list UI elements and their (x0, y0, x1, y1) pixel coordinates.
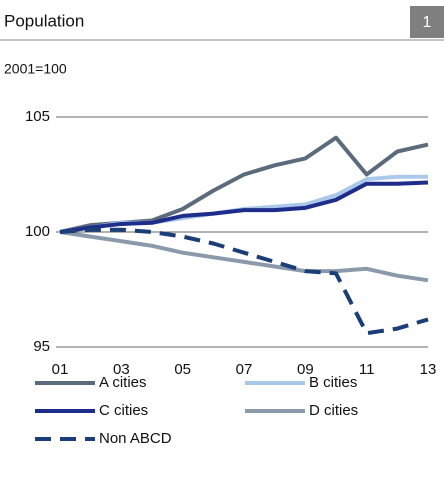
subtitle: 2001=100 (4, 61, 67, 77)
legend-label: D cities (309, 402, 358, 419)
x-tick-label: 13 (420, 361, 437, 378)
badge-box (410, 6, 444, 38)
x-tick-label: 09 (297, 361, 314, 378)
x-tick-label: 03 (113, 361, 130, 378)
chart-title: Population (4, 11, 84, 30)
badge: 1 (423, 14, 432, 31)
series-line (59, 227, 429, 336)
legend-label: B cities (309, 374, 357, 391)
y-tick-label: 100 (25, 223, 50, 240)
legend-label: C cities (99, 402, 148, 419)
y-tick-label: 105 (25, 108, 50, 125)
series-line (59, 180, 429, 234)
legend-label: A cities (99, 374, 147, 391)
series-line (59, 230, 429, 283)
x-tick-label: 11 (359, 361, 375, 378)
y-tick-label: 95 (33, 338, 50, 355)
legend-label: Non ABCD (99, 430, 172, 447)
x-tick-label: 01 (52, 361, 69, 378)
x-tick-label: 05 (174, 361, 191, 378)
x-tick-label: 07 (236, 361, 253, 378)
